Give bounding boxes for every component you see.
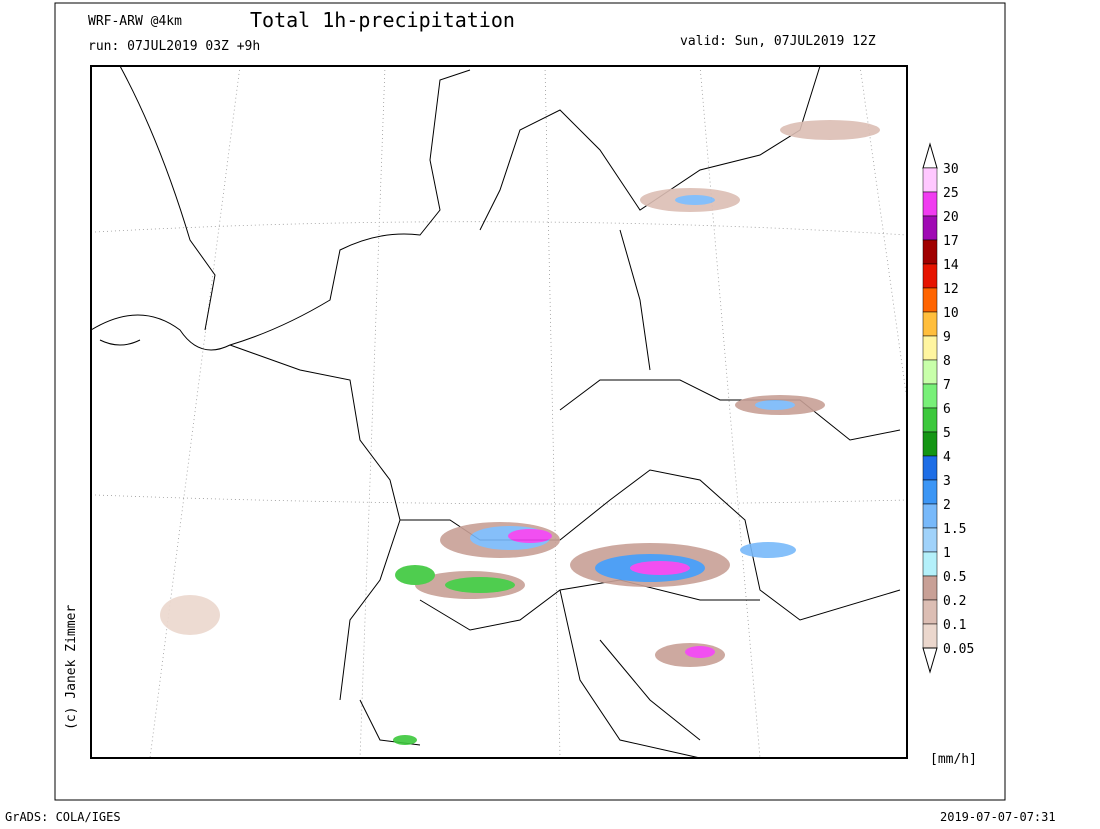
colorbar-label: 30 (943, 162, 959, 177)
colorbar-label: 0.1 (943, 618, 966, 633)
colorbar-label: 6 (943, 402, 951, 417)
colorbar-label: 17 (943, 234, 959, 249)
colorbar-label: 9 (943, 330, 951, 345)
colorbar-label: 1 (943, 546, 951, 561)
colorbar-box (922, 335, 938, 361)
colorbar-box (922, 527, 938, 553)
colorbar-box (922, 599, 938, 625)
legend-unit: [mm/h] (930, 752, 977, 767)
colorbar-box (922, 359, 938, 385)
colorbar-box (922, 479, 938, 505)
colorbar-label: 20 (943, 210, 959, 225)
colorbar-label: 5 (943, 426, 951, 441)
colorbar-label: 25 (943, 186, 959, 201)
colorbar-box (922, 503, 938, 529)
colorbar-box (922, 623, 938, 649)
colorbar-label: 7 (943, 378, 951, 393)
footer-right: 2019-07-07-07:31 (940, 810, 1056, 824)
colorbar-label: 2 (943, 498, 951, 513)
colorbar-label: 14 (943, 258, 959, 273)
model-label: WRF-ARW @4km (88, 14, 182, 29)
colorbar-box (922, 455, 938, 481)
colorbar-label: 8 (943, 354, 951, 369)
colorbar-label: 12 (943, 282, 959, 297)
credit: (c) Janek Zimmer (64, 605, 79, 730)
run-label: run: 07JUL2019 03Z +9h (88, 39, 260, 54)
colorbar-box (922, 383, 938, 409)
colorbar-label: 1.5 (943, 522, 966, 537)
colorbar-bottom (922, 647, 938, 674)
colorbar-box (922, 191, 938, 217)
colorbar-label: 0.2 (943, 594, 966, 609)
colorbar-box (922, 167, 938, 193)
precipitation (160, 120, 880, 745)
colorbar: 30 25 20 17 14 12 10 9 8 7 6 5 4 3 2 1.5 1 0.5 0.2 0.1 0.05 (922, 142, 974, 674)
colorbar-box (922, 287, 938, 313)
colorbar-label: 4 (943, 450, 951, 465)
colorbar-box (922, 551, 938, 577)
map (90, 65, 908, 759)
colorbar-box (922, 311, 938, 337)
colorbar-box (922, 407, 938, 433)
valid-label: valid: Sun, 07JUL2019 12Z (680, 34, 876, 49)
outer-frame (54, 2, 1006, 801)
colorbar-box (922, 431, 938, 457)
colorbar-box (922, 239, 938, 265)
footer-left: GrADS: COLA/IGES (5, 810, 121, 824)
title: Total 1h-precipitation (250, 8, 515, 32)
map-frame (90, 65, 908, 759)
colorbar-label: 10 (943, 306, 959, 321)
colorbar-label: 0.5 (943, 570, 966, 585)
colorbar-top (922, 142, 938, 169)
colorbar-box (922, 575, 938, 601)
colorbar-label: 0.05 (943, 642, 974, 657)
colorbar-box (922, 263, 938, 289)
colorbar-label: 3 (943, 474, 951, 489)
colorbar-box (922, 215, 938, 241)
